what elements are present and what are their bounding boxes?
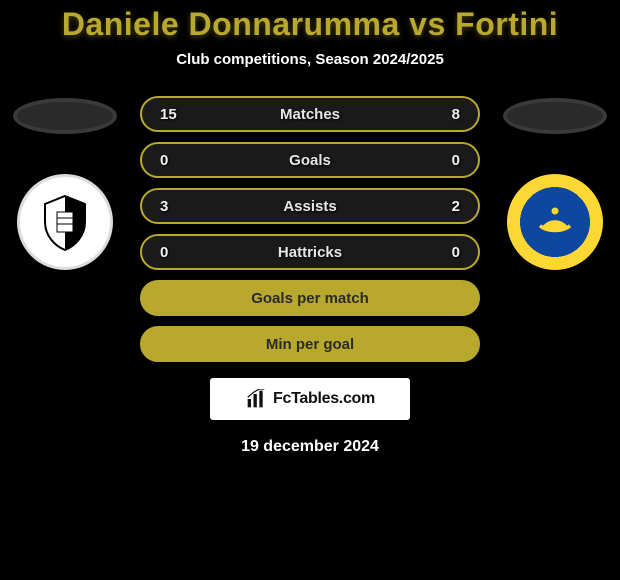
stat-right-value: 0	[432, 244, 460, 261]
stat-label: Matches	[280, 106, 340, 123]
stat-row-hattricks: 0 Hattricks 0	[140, 234, 480, 270]
content-row: 15 Matches 8 0 Goals 0 3 Assists 2 0 Hat…	[0, 96, 620, 420]
right-player-placeholder	[503, 98, 607, 134]
stats-column: 15 Matches 8 0 Goals 0 3 Assists 2 0 Hat…	[120, 96, 500, 420]
stat-label: Goals per match	[251, 290, 369, 307]
stat-left-value: 0	[160, 152, 188, 169]
stat-label: Assists	[283, 198, 336, 215]
bar-chart-icon	[245, 389, 267, 409]
stat-row-assists: 3 Assists 2	[140, 188, 480, 224]
stat-label: Min per goal	[266, 336, 354, 353]
stat-label: Hattricks	[278, 244, 342, 261]
left-player-column	[10, 96, 120, 270]
comparison-card: Daniele Donnarumma vs Fortini Club compe…	[0, 0, 620, 456]
left-player-placeholder	[13, 98, 117, 134]
date-text: 19 december 2024	[0, 438, 620, 456]
stat-row-goals-per-match: Goals per match	[140, 280, 480, 316]
stat-row-matches: 15 Matches 8	[140, 96, 480, 132]
stat-row-min-per-goal: Min per goal	[140, 326, 480, 362]
stat-left-value: 0	[160, 244, 188, 261]
branding-text: FcTables.com	[273, 390, 375, 408]
shield-icon	[35, 192, 95, 252]
left-club-logo	[17, 174, 113, 270]
stat-right-value: 0	[432, 152, 460, 169]
stat-left-value: 15	[160, 106, 188, 123]
stat-right-value: 2	[432, 198, 460, 215]
stat-left-value: 3	[160, 198, 188, 215]
stat-row-goals: 0 Goals 0	[140, 142, 480, 178]
right-player-column	[500, 96, 610, 270]
branding-badge[interactable]: FcTables.com	[210, 378, 410, 420]
crest-icon	[526, 193, 584, 251]
page-title: Daniele Donnarumma vs Fortini	[0, 6, 620, 43]
stat-label: Goals	[289, 152, 331, 169]
subtitle: Club competitions, Season 2024/2025	[0, 51, 620, 68]
stat-right-value: 8	[432, 106, 460, 123]
right-club-logo	[507, 174, 603, 270]
